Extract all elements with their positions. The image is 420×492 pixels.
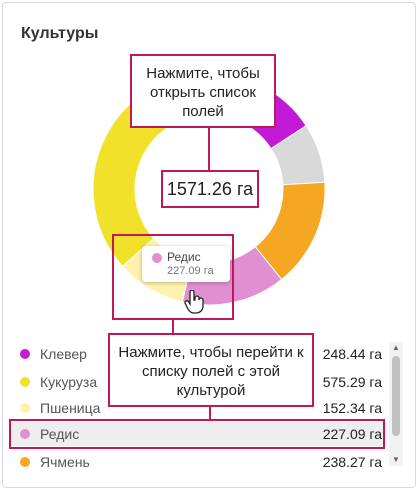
list-item[interactable]: Клевер 248.44 га (10, 342, 386, 366)
scroll-up-icon[interactable]: ▲ (392, 343, 400, 352)
callout-go-to-fields-text: Нажмите, чтобы перейти к списку полей с … (118, 344, 304, 399)
card-title: Культуры (21, 25, 99, 42)
list-item[interactable]: Пшеница 152.34 га (10, 396, 386, 420)
crops-list: Клевер 248.44 га Кукуруза 575.29 га Пшен… (0, 338, 392, 484)
tooltip-crop-value: 227.09 га (167, 265, 214, 277)
crop-area: 248.44 га (322, 346, 382, 362)
crop-name: Редис (40, 426, 80, 442)
crop-name: Клевер (40, 346, 87, 362)
crop-area: 575.29 га (322, 374, 382, 390)
crop-name: Кукуруза (40, 374, 98, 390)
chart-tooltip: Редис 227.09 га (142, 246, 230, 282)
tooltip-highlight-frame (112, 234, 234, 320)
crop-area: 227.09 га (322, 426, 382, 442)
list-item-active[interactable]: Редис 227.09 га (10, 422, 386, 446)
list-item[interactable]: Ячмень 238.27 га (10, 450, 386, 474)
crop-color-dot (20, 429, 30, 439)
crop-color-dot (20, 349, 30, 359)
tooltip-crop-name: Редис (167, 250, 201, 264)
crop-area: 238.27 га (322, 454, 382, 470)
crop-name: Ячмень (40, 454, 90, 470)
list-scrollbar[interactable]: ▲ ▼ (389, 342, 403, 466)
scroll-down-icon[interactable]: ▼ (392, 455, 400, 464)
crop-color-dot (20, 403, 30, 413)
hand-cursor-icon (184, 290, 204, 314)
callout-go-to-fields: Нажмите, чтобы перейти к списку полей с … (108, 333, 314, 407)
crop-name: Пшеница (40, 400, 101, 416)
callout-open-fields-list: Нажмите, чтобы открыть список полей (130, 54, 276, 128)
total-area-button[interactable]: 1571.26 га (161, 170, 259, 208)
callout-open-fields-text: Нажмите, чтобы открыть список полей (146, 65, 260, 120)
list-item[interactable]: Кукуруза 575.29 га (10, 370, 386, 394)
crop-color-dot (20, 377, 30, 387)
crop-color-dot (20, 457, 30, 467)
tooltip-color-dot (152, 253, 162, 263)
crop-area: 152.34 га (322, 400, 382, 416)
scroll-thumb[interactable] (392, 356, 400, 436)
row-highlight-frame (9, 419, 385, 449)
